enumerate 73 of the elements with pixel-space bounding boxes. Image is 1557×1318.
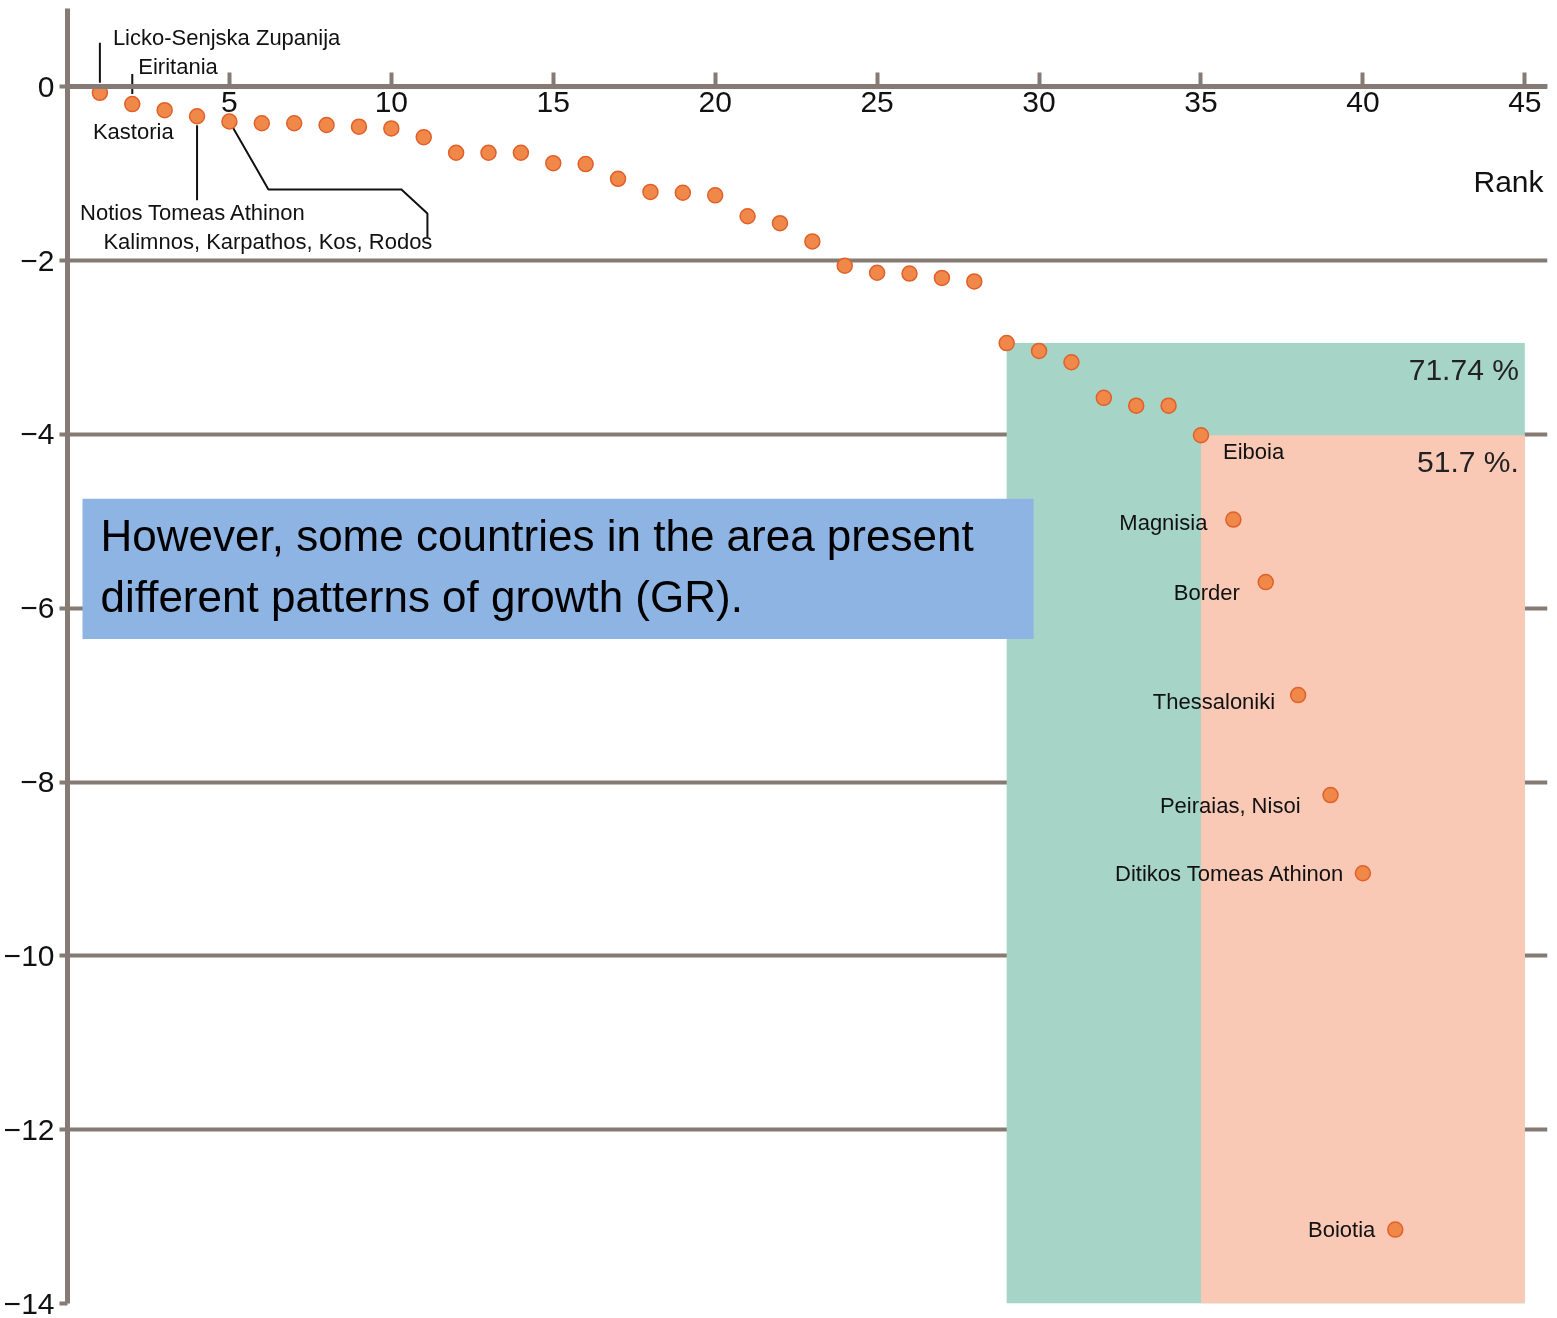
x-tick-label: 30 — [1022, 84, 1056, 118]
annotation: Thessaloniki — [1152, 688, 1276, 714]
point — [447, 144, 465, 162]
point — [480, 144, 497, 162]
point — [933, 269, 951, 287]
annotation: Kalimnos, Karpathos, Kos, Rodos — [103, 228, 433, 254]
annotation: Licko-Senjska Zupanija — [112, 25, 342, 51]
x-tick-label: 45 — [1508, 84, 1542, 118]
point — [642, 183, 659, 201]
point — [124, 95, 141, 113]
point — [1192, 427, 1210, 444]
annotation: Kastoria — [92, 118, 175, 144]
point — [1160, 397, 1177, 414]
point — [285, 114, 303, 132]
point — [1257, 573, 1274, 591]
point — [383, 120, 400, 137]
point — [966, 273, 983, 290]
point — [1030, 342, 1048, 360]
point — [609, 170, 627, 188]
y-tick-label: −2 — [20, 243, 55, 277]
point — [901, 265, 918, 282]
x-tick-label: 40 — [1346, 84, 1380, 118]
annotation: Boiotia — [1308, 1217, 1377, 1243]
y-tick-label: −6 — [20, 591, 55, 625]
point — [1225, 511, 1242, 528]
y-tick-label: −12 — [3, 1112, 55, 1146]
point — [739, 207, 756, 225]
y-tick-label: 0 — [37, 69, 55, 103]
x-tick-label: 5 — [221, 84, 238, 118]
y-tick-label: −8 — [20, 765, 55, 799]
point — [836, 257, 853, 274]
annotation: Border — [1173, 579, 1240, 605]
annotation: Peiraias, Nisoi — [1159, 792, 1301, 818]
point — [1387, 1221, 1404, 1238]
annotation: Notios Tomeas Athinon — [80, 199, 305, 225]
point — [674, 184, 692, 201]
x-tick-label: 25 — [860, 84, 894, 118]
y-tick-label: −14 — [3, 1286, 55, 1318]
point — [318, 116, 335, 134]
annotation: Eiritania — [138, 53, 219, 79]
point — [512, 144, 530, 162]
x-tick-label: 35 — [1184, 84, 1218, 118]
y-tick-label: −4 — [20, 417, 55, 451]
annotation: However, some countries in the area present different patterns of growth (GR). — [100, 510, 974, 621]
point — [545, 154, 562, 172]
point — [1063, 354, 1080, 371]
x-axis-title: Rank — [1473, 164, 1545, 198]
annotation: Eiboia — [1222, 438, 1285, 464]
band-label: 51.7 %. — [1417, 445, 1519, 479]
point — [1354, 865, 1372, 882]
band-label: 71.74 % — [1408, 353, 1519, 387]
point — [156, 101, 173, 119]
point — [577, 155, 594, 173]
point — [804, 233, 821, 250]
point — [188, 108, 206, 125]
point — [415, 128, 432, 146]
point — [1095, 389, 1113, 407]
point — [253, 114, 271, 132]
x-tick-label: 15 — [536, 84, 570, 118]
point — [1322, 786, 1339, 804]
point — [1289, 686, 1307, 704]
x-tick-label: 20 — [698, 84, 732, 118]
point — [221, 113, 238, 130]
y-tick-label: −10 — [3, 938, 55, 972]
x-tick-label: 10 — [374, 84, 409, 118]
point — [771, 214, 789, 232]
point — [1127, 397, 1145, 414]
point — [706, 187, 724, 204]
point — [350, 118, 368, 135]
point — [998, 334, 1015, 352]
annotation: Ditikos Tomeas Athinon — [1115, 860, 1344, 886]
point — [868, 264, 886, 281]
annotation: Magnisia — [1119, 510, 1209, 536]
